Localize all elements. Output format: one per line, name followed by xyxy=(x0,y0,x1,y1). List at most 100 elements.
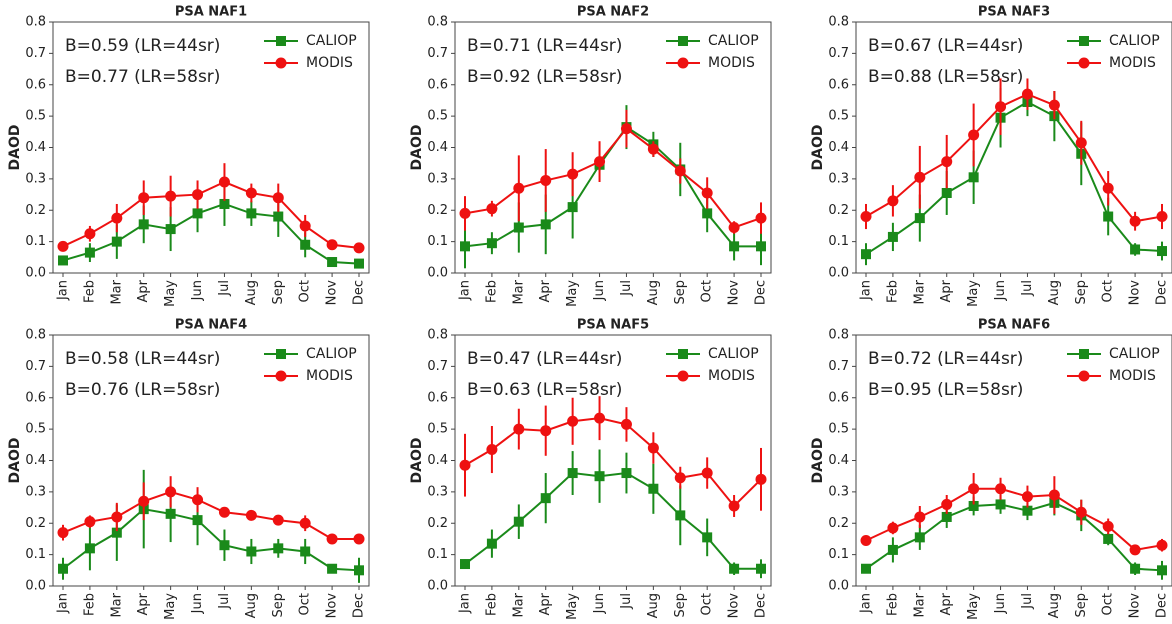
x-tick-label: Jun xyxy=(190,593,205,614)
x-tick-label: Aug xyxy=(646,280,661,305)
marker xyxy=(192,515,203,526)
marker xyxy=(1048,489,1060,501)
legend-marker xyxy=(276,349,286,359)
x-tick-label: Nov xyxy=(1128,280,1143,306)
legend-marker xyxy=(1079,349,1089,359)
marker xyxy=(914,213,925,224)
y-tick-label: 0.6 xyxy=(828,77,849,92)
marker xyxy=(567,415,579,427)
annotation: B=0.72 (LR=44sr) xyxy=(868,349,1023,369)
y-axis-label: DAOD xyxy=(810,438,826,484)
marker xyxy=(1157,565,1167,576)
y-tick-label: 0.3 xyxy=(25,484,46,499)
panel: PSA NAF3 DAOD 0.0 0.1 0.2 0.3 0.4 0.5 0.6 0.7 0.8 J… xyxy=(810,5,1172,307)
marker xyxy=(968,172,979,183)
marker xyxy=(219,540,230,551)
legend-marker xyxy=(275,370,287,382)
y-tick-label: 0.3 xyxy=(427,484,448,499)
marker xyxy=(941,187,952,198)
marker xyxy=(1103,533,1114,544)
marker xyxy=(192,208,203,219)
marker xyxy=(887,195,899,207)
y-tick-label: 0.2 xyxy=(25,203,46,218)
marker xyxy=(192,494,204,506)
y-tick-label: 0.7 xyxy=(828,46,849,61)
marker xyxy=(728,222,740,234)
y-tick-label: 0.2 xyxy=(828,203,849,218)
x-tick-label: Jul xyxy=(1020,593,1035,610)
legend-label: CALIOP xyxy=(1109,33,1160,49)
x-tick-label: Oct xyxy=(700,280,715,302)
x-tick-label: Jul xyxy=(1020,280,1035,297)
x-tick-label: Nov xyxy=(727,593,742,619)
x-tick-label: Jun xyxy=(592,593,607,614)
x-tick-label: Sep xyxy=(271,280,286,305)
x-tick-label: Dec xyxy=(754,280,769,305)
y-tick-label: 0.0 xyxy=(828,579,849,594)
marker xyxy=(1156,211,1168,223)
marker xyxy=(728,500,740,512)
x-tick-label: Jan xyxy=(458,593,473,614)
annotation: B=0.92 (LR=58sr) xyxy=(467,67,622,87)
marker xyxy=(1156,539,1168,551)
marker xyxy=(540,219,551,230)
marker xyxy=(540,493,551,504)
panel-title: PSA NAF4 xyxy=(175,318,247,333)
y-tick-label: 0.8 xyxy=(828,328,849,343)
marker xyxy=(460,241,470,252)
marker xyxy=(138,192,150,204)
x-tick-label: Dec xyxy=(352,280,367,305)
marker xyxy=(218,506,230,518)
x-tick-label: Dec xyxy=(1155,280,1170,305)
marker xyxy=(245,187,257,199)
series-line xyxy=(464,417,762,508)
x-tick-label: Mar xyxy=(912,592,927,617)
legend-marker xyxy=(678,36,688,46)
marker xyxy=(57,527,69,539)
y-tick-label: 0.1 xyxy=(427,234,448,249)
marker xyxy=(1021,88,1033,100)
marker xyxy=(165,224,176,235)
series-line xyxy=(865,501,1163,572)
x-tick-label: Dec xyxy=(352,593,367,618)
y-tick-label: 0.4 xyxy=(828,453,849,468)
x-tick-label: Dec xyxy=(1155,593,1170,618)
annotation: B=0.58 (LR=44sr) xyxy=(65,349,220,369)
series-line xyxy=(464,472,761,570)
x-tick-label: Jun xyxy=(993,280,1008,301)
marker xyxy=(84,516,96,528)
y-tick-label: 0.0 xyxy=(427,266,448,281)
y-tick-label: 0.1 xyxy=(427,547,448,562)
marker xyxy=(165,508,176,519)
y-tick-label: 0.8 xyxy=(427,15,448,30)
marker xyxy=(701,187,713,199)
y-tick-label: 0.6 xyxy=(828,390,849,405)
y-tick-label: 0.3 xyxy=(828,484,849,499)
y-tick-label: 0.0 xyxy=(828,266,849,281)
x-tick-label: Apr xyxy=(136,592,151,615)
marker xyxy=(860,535,872,547)
marker xyxy=(755,212,767,224)
y-axis-label: DAOD xyxy=(409,125,425,171)
marker xyxy=(620,418,632,430)
marker xyxy=(513,182,525,194)
x-tick-label: Mar xyxy=(511,592,526,617)
marker xyxy=(111,511,123,523)
marker xyxy=(327,563,338,574)
annotation: B=0.77 (LR=58sr) xyxy=(65,67,220,87)
x-tick-label: Oct xyxy=(298,280,313,302)
y-tick-label: 0.7 xyxy=(828,359,849,374)
marker xyxy=(756,241,766,252)
marker xyxy=(353,533,365,545)
y-tick-label: 0.2 xyxy=(828,516,849,531)
x-tick-label: Nov xyxy=(1128,593,1143,619)
y-tick-label: 0.1 xyxy=(25,547,46,562)
y-tick-label: 0.4 xyxy=(427,453,448,468)
x-tick-label: Mar xyxy=(109,279,124,304)
legend-label: CALIOP xyxy=(306,33,357,49)
marker xyxy=(702,532,713,543)
marker xyxy=(647,143,659,155)
x-tick-label: Feb xyxy=(82,280,97,303)
y-tick-label: 0.1 xyxy=(828,234,849,249)
marker xyxy=(111,212,123,224)
